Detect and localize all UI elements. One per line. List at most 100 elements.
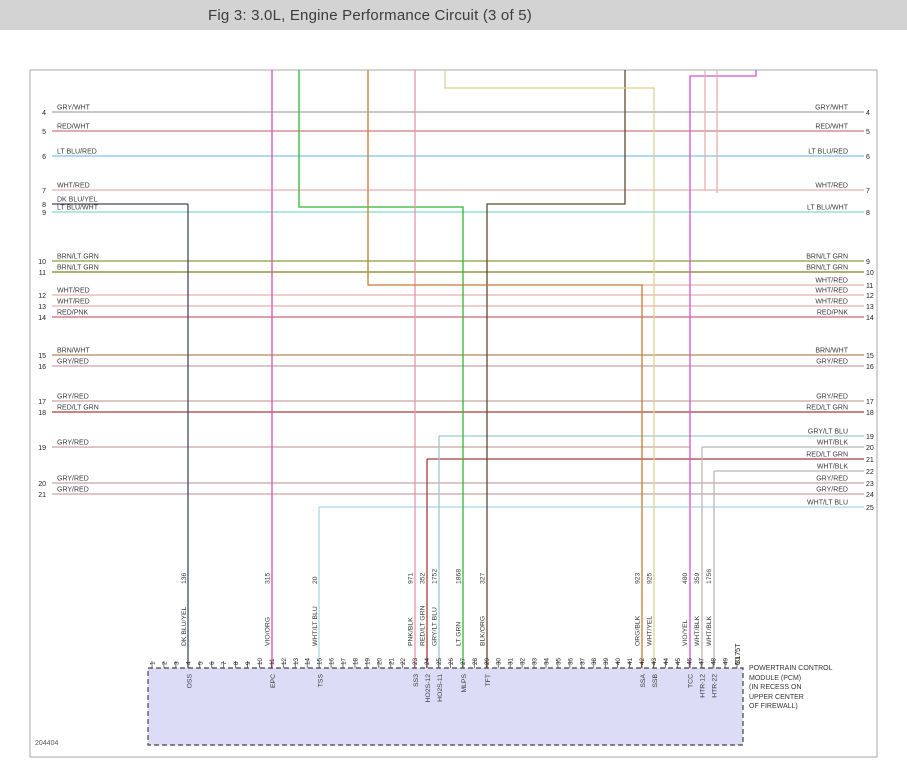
pin-function-label: HO2S-11 [437, 674, 444, 702]
title-bar: Fig 3: 3.0L, Engine Performance Circuit … [0, 0, 907, 30]
row-number-right: 15 [866, 353, 874, 360]
pin-function-label: HTR-12 [700, 674, 707, 698]
row-number-left: 14 [38, 315, 46, 322]
row-number-right: 21 [866, 457, 874, 464]
pin-number: 39 [603, 657, 610, 665]
row-number-left: 16 [38, 364, 46, 371]
circuit-number: 923 [634, 572, 641, 584]
pin-number: 7 [221, 661, 228, 665]
pin-number: 28 [472, 657, 479, 665]
pin-number: 20 [376, 657, 383, 665]
circuit-number: 1756 [706, 569, 713, 584]
circuit-number: 359 [694, 572, 701, 584]
pin-number: 36 [567, 657, 574, 665]
row-number-left: 21 [38, 492, 46, 499]
wire-color-label: PNK/BLK [408, 617, 415, 646]
pin-function-label: TCC [688, 674, 695, 688]
circuit-number: 925 [646, 572, 653, 584]
wire-label-left: RED/PNK [57, 310, 88, 317]
row-number-right: 25 [866, 505, 874, 512]
row-number-right: 13 [866, 304, 874, 311]
pin-number: 9 [245, 661, 252, 665]
wire-label-left: RED/LT GRN [57, 405, 99, 412]
row-number-right: 6 [866, 154, 870, 161]
wire-path-ssb-wire [444, 70, 655, 668]
wire-color-label: RED/LT GRN [420, 605, 427, 646]
row-number-right: 24 [866, 492, 874, 499]
row-number-right: 19 [866, 434, 874, 441]
row-number-right: 9 [866, 259, 870, 266]
pin-function-label: TSS [318, 674, 325, 688]
pcm-note-line: OF FIREWALL) [749, 703, 798, 710]
pin-number: 6 [209, 661, 216, 665]
wire-label-right: WHT/RED [815, 299, 848, 306]
pin-number: 44 [663, 657, 670, 665]
wire-label-left: WHT/RED [57, 183, 90, 190]
pin-number: 35 [555, 657, 562, 665]
pin-number: 31 [508, 657, 515, 665]
pin-number: 4 [185, 661, 192, 665]
wire-label-right: BRN/LT GRN [806, 254, 848, 261]
wire-label-right: WHT/LT BLU [807, 500, 848, 507]
circuit-number: 1752 [432, 569, 439, 584]
pcm-note-line: POWERTRAIN CONTROL [749, 665, 833, 672]
wire-color-label: WHT/BLK [694, 615, 701, 646]
wire-label-left: GRY/RED [57, 359, 89, 366]
pin-number: 41 [627, 657, 634, 665]
pin-number: 2 [161, 661, 168, 665]
row-number-right: 17 [866, 399, 874, 406]
pin-number: 5 [197, 661, 204, 665]
pin-number: 14 [305, 657, 312, 665]
pin-number: 22 [400, 657, 407, 665]
row-number-right: 7 [866, 188, 870, 195]
wire-label-right: RED/LT GRN [806, 405, 848, 412]
figure-title: Fig 3: 3.0L, Engine Performance Circuit … [208, 6, 532, 24]
pin-number: 48 [711, 657, 718, 665]
pin-number: 10 [257, 657, 264, 665]
pin-number: 30 [496, 657, 503, 665]
circuit-number: 327 [479, 572, 486, 584]
row-number-right: 8 [866, 210, 870, 217]
pin-number: 42 [639, 657, 646, 665]
pin-number: 16 [329, 657, 336, 665]
wire-color-label: VIO/YEL [682, 619, 689, 646]
circuit-number: 1868 [455, 569, 462, 584]
pcm-note: POWERTRAIN CONTROL MODULE (PCM) (IN RECE… [749, 664, 833, 712]
wire-label-right: LT BLU/WHT [807, 205, 849, 212]
pin-number: 21 [388, 657, 395, 665]
pin-number: 43 [651, 657, 658, 665]
row-number-left: 5 [42, 129, 46, 136]
pin-function-label: HO2S-12 [425, 674, 432, 703]
circuit-number: 315 [264, 572, 271, 584]
row-number-right: 4 [866, 110, 870, 117]
wire-label-left: DK BLU/YEL [57, 197, 98, 204]
wire-color-label: LT GRN [455, 622, 462, 646]
wire-label-left: BRN/LT GRN [57, 254, 99, 261]
wire-label-right: WHT/RED [815, 288, 848, 295]
wire-label-left: GRY/RED [57, 487, 89, 494]
row-number-left: 18 [38, 410, 46, 417]
pin-number: 32 [520, 657, 527, 665]
row-number-right: 14 [866, 315, 874, 322]
pin-number: 17 [341, 657, 348, 665]
wire-label-right: RED/PNK [817, 310, 848, 317]
wire-label-right: RED/LT GRN [806, 452, 848, 459]
wire-label-right: WHT/BLK [817, 464, 848, 471]
pin-number: 13 [293, 657, 300, 665]
wire-label-right: LT BLU/RED [808, 149, 848, 156]
pin-function-label: SSB [652, 674, 659, 688]
wire-color-label: WHT/BLK [706, 615, 713, 646]
wire-label-right: GRY/RED [816, 359, 848, 366]
wire-label-right: GRY/WHT [815, 105, 849, 112]
row-number-left: 15 [38, 353, 46, 360]
pin-number: 47 [699, 657, 706, 665]
wire-color-label: DK BLU/YEL [181, 606, 188, 646]
wire-color-label: ORG/BLK [634, 615, 641, 646]
pin-number: 33 [532, 657, 539, 665]
row-number-right: 22 [866, 469, 874, 476]
pin-number: 8 [233, 661, 240, 665]
row-number-left: 13 [38, 304, 46, 311]
wire-label-left: WHT/RED [57, 288, 90, 295]
wire-label-right: GRY/RED [816, 394, 848, 401]
